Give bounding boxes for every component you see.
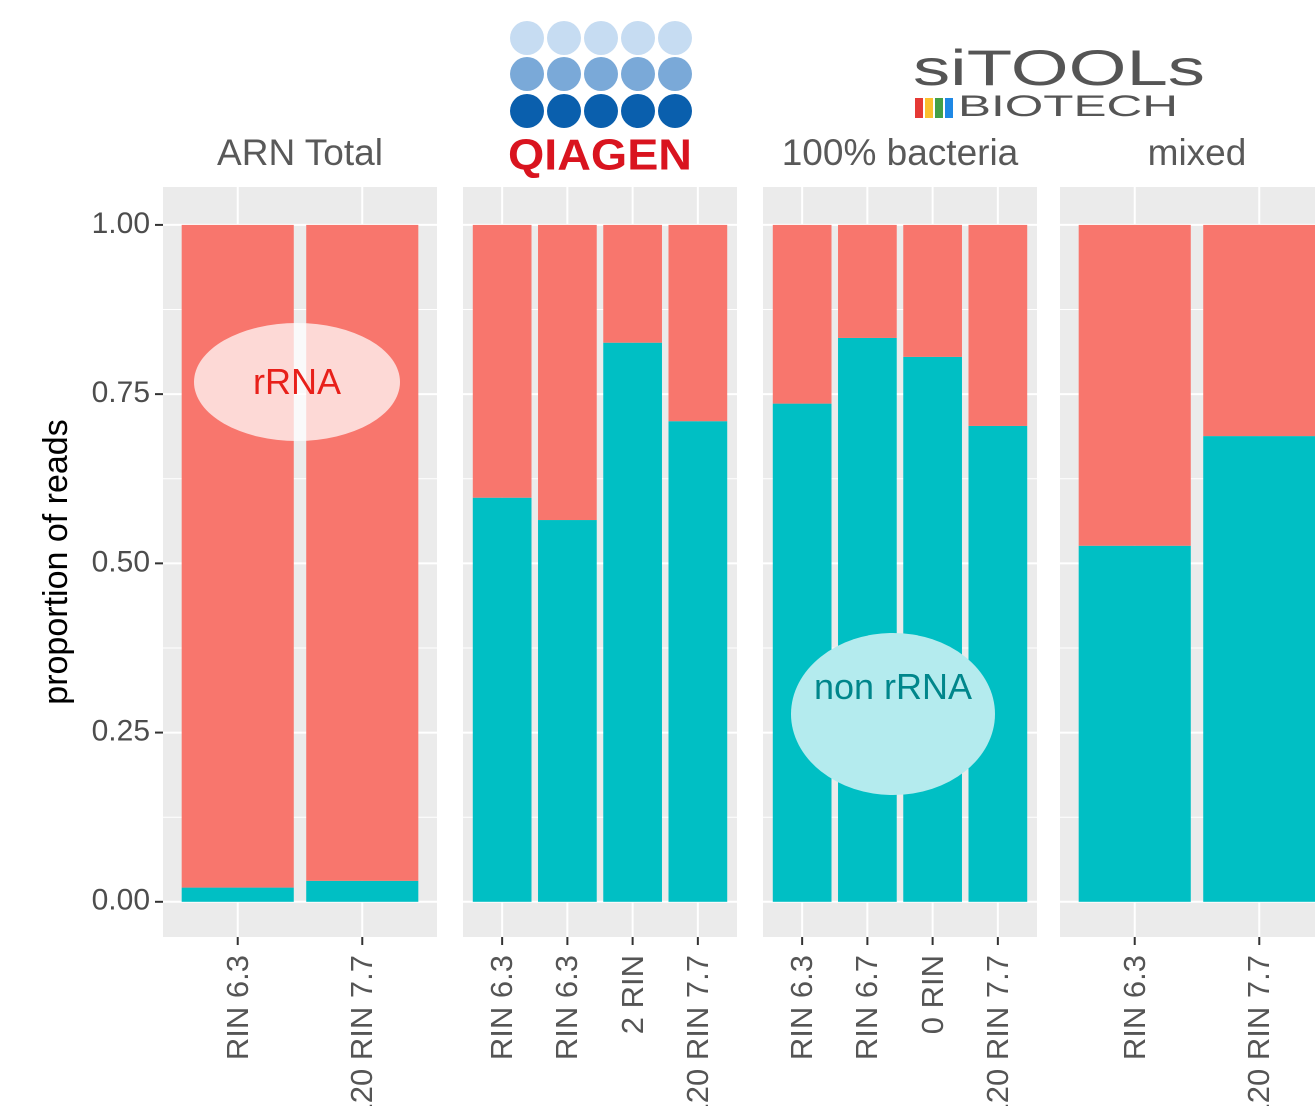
- bar-segment: [1078, 224, 1191, 546]
- y-axis-title: proportion of reads: [37, 419, 75, 704]
- annotation-bubble: [194, 323, 400, 441]
- x-tick-label: 120 RIN 7.7: [1241, 955, 1277, 1106]
- facet-panel: [763, 187, 1037, 937]
- bar-segment: [1203, 436, 1315, 902]
- facet-panel: [1060, 187, 1315, 937]
- bar-segment: [472, 224, 532, 498]
- y-tick-label: 0.50: [92, 545, 150, 578]
- bar-segment: [838, 337, 897, 902]
- facet-panel: [463, 187, 737, 937]
- x-tick-label: 120 RIN 7.7: [344, 955, 380, 1106]
- bar-segment: [968, 224, 1028, 426]
- qiagen-logo: QIAGEN: [508, 21, 692, 180]
- biotech-text: BIOTECH: [958, 90, 1178, 123]
- x-tick-label: RIN 6.7: [849, 955, 885, 1061]
- sitools-logo: siTOOLs BIOTECH: [913, 40, 1205, 123]
- x-tick-label: 2 RIN: [614, 955, 650, 1035]
- bar-segment: [306, 880, 419, 902]
- x-tick-label: RIN 6.3: [1116, 955, 1152, 1061]
- y-tick-label: 1.00: [92, 207, 150, 240]
- bar-segment: [668, 421, 728, 902]
- bar-segment: [538, 520, 597, 902]
- bar-segment: [903, 224, 962, 357]
- x-tick-label: 120 RIN 7.7: [679, 955, 715, 1106]
- facet-title: mixed: [1148, 132, 1247, 173]
- bar-segment: [903, 356, 962, 902]
- qiagen-text: QIAGEN: [508, 131, 692, 180]
- annotation-bubble: [791, 633, 995, 795]
- bar-segment: [838, 224, 897, 338]
- bar-segment: [668, 224, 728, 422]
- x-tick-label: RIN 6.3: [219, 955, 255, 1061]
- x-tick-label: RIN 6.3: [784, 955, 820, 1061]
- annotation: rRNA: [253, 361, 341, 402]
- facet-title: 100% bacteria: [782, 132, 1019, 173]
- x-tick-label: RIN 6.3: [484, 955, 520, 1061]
- facet-panel: [163, 187, 437, 937]
- facet-title: ARN Total: [217, 132, 383, 173]
- bar-segment: [538, 224, 597, 521]
- annotation: non rRNA: [813, 666, 973, 707]
- x-tick-label: 120 RIN 7.7: [979, 955, 1015, 1106]
- y-tick-label: 0.00: [92, 884, 150, 917]
- bar-segment: [603, 224, 662, 343]
- bar-segment: [472, 497, 532, 902]
- sitools-text: siTOOLs: [913, 40, 1205, 96]
- bar-segment: [603, 342, 662, 902]
- bar-segment: [1203, 224, 1315, 437]
- x-tick-label: 0 RIN: [914, 955, 950, 1035]
- y-tick-label: 0.25: [92, 714, 150, 747]
- bar-segment: [1078, 545, 1191, 902]
- bar-segment: [772, 224, 832, 404]
- y-tick-label: 0.75: [92, 376, 150, 409]
- bar-segment: [772, 403, 832, 902]
- bar-segment: [181, 887, 294, 902]
- x-tick-label: RIN 6.3: [549, 955, 585, 1061]
- bar-segment: [306, 224, 419, 881]
- bar-segment: [968, 425, 1028, 902]
